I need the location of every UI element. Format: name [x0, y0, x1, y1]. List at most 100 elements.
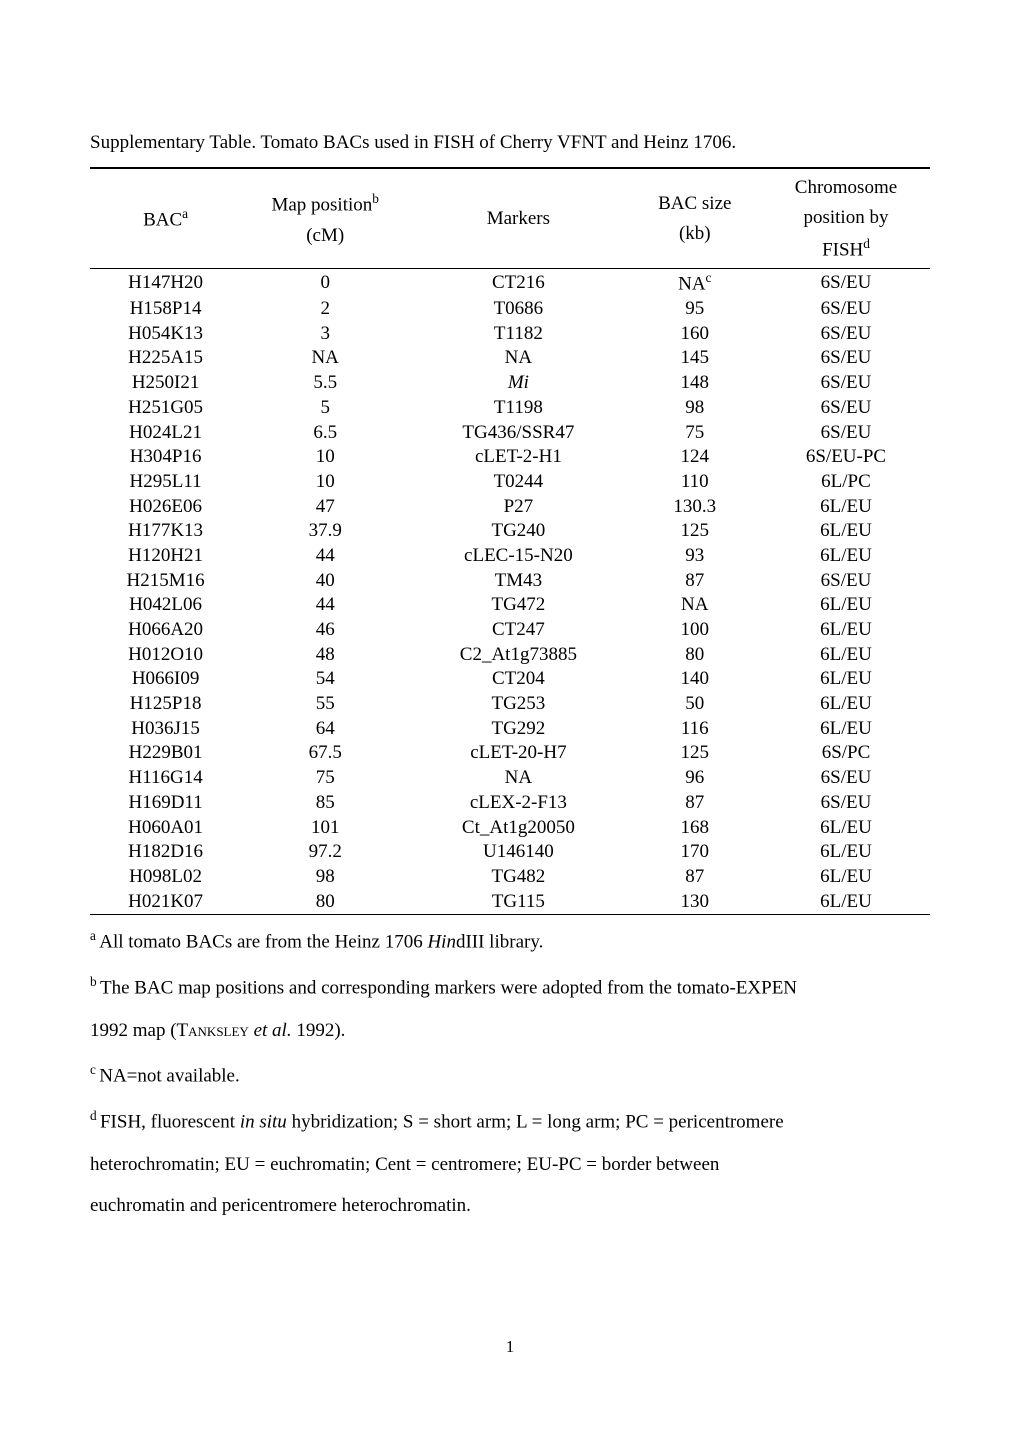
cell-map: 10 [241, 445, 409, 470]
cell-bac: H182D16 [90, 840, 241, 865]
cell-fish: 6L/EU [762, 840, 930, 865]
cell-bac: H012O10 [90, 643, 241, 668]
table-row: H295L1110T02441106L/PC [90, 470, 930, 495]
cell-fish: 6S/EU [762, 421, 930, 446]
cell-bac: H021K07 [90, 890, 241, 915]
cell-map: NA [241, 346, 409, 371]
cell-map: 2 [241, 297, 409, 322]
cell-map: 75 [241, 766, 409, 791]
cell-fish: 6S/EU [762, 766, 930, 791]
table-row: H182D1697.2U1461401706L/EU [90, 840, 930, 865]
cell-marker: U146140 [409, 840, 627, 865]
cell-size: 87 [628, 569, 762, 594]
cell-fish: 6L/EU [762, 618, 930, 643]
cell-size: 125 [628, 741, 762, 766]
cell-marker: CT247 [409, 618, 627, 643]
cell-marker: TG253 [409, 692, 627, 717]
cell-map: 3 [241, 322, 409, 347]
cell-fish: 6L/EU [762, 519, 930, 544]
col-header-map: Map positionb (cM) [241, 171, 409, 269]
cell-marker: cLET-2-H1 [409, 445, 627, 470]
cell-bac: H066I09 [90, 667, 241, 692]
table-row: H060A01101Ct_At1g200501686L/EU [90, 816, 930, 841]
cell-size: 130 [628, 890, 762, 915]
cell-map: 64 [241, 717, 409, 742]
cell-map: 101 [241, 816, 409, 841]
table-row: H066I0954CT2041406L/EU [90, 667, 930, 692]
cell-fish: 6L/EU [762, 816, 930, 841]
cell-map: 5.5 [241, 371, 409, 396]
cell-bac: H304P16 [90, 445, 241, 470]
cell-fish: 6L/EU [762, 593, 930, 618]
cell-fish: 6L/PC [762, 470, 930, 495]
cell-marker: cLET-20-H7 [409, 741, 627, 766]
cell-fish: 6L/EU [762, 667, 930, 692]
cell-map: 37.9 [241, 519, 409, 544]
cell-fish: 6S/PC [762, 741, 930, 766]
cell-size: 110 [628, 470, 762, 495]
cell-map: 85 [241, 791, 409, 816]
cell-marker: TM43 [409, 569, 627, 594]
cell-bac: H024L21 [90, 421, 241, 446]
cell-map: 55 [241, 692, 409, 717]
cell-bac: H177K13 [90, 519, 241, 544]
col-header-size: BAC size (kb) [628, 171, 762, 269]
cell-fish: 6S/EU [762, 269, 930, 298]
table-row: H116G1475NA966S/EU [90, 766, 930, 791]
cell-size: 87 [628, 865, 762, 890]
cell-bac: H251G05 [90, 396, 241, 421]
cell-marker: cLEC-15-N20 [409, 544, 627, 569]
page-number: 1 [90, 1337, 930, 1357]
cell-fish: 6L/EU [762, 717, 930, 742]
table-row: H026E0647P27130.36L/EU [90, 495, 930, 520]
cell-marker: TG115 [409, 890, 627, 915]
footnote-c: c NA=not available. [90, 1055, 930, 1097]
cell-fish: 6S/EU [762, 569, 930, 594]
cell-bac: H125P18 [90, 692, 241, 717]
cell-size: 160 [628, 322, 762, 347]
cell-size: 98 [628, 396, 762, 421]
cell-bac: H225A15 [90, 346, 241, 371]
cell-map: 40 [241, 569, 409, 594]
table-row: H024L216.5TG436/SSR47756S/EU [90, 421, 930, 446]
cell-fish: 6L/EU [762, 890, 930, 915]
cell-marker: Mi [409, 371, 627, 396]
cell-fish: 6S/EU [762, 322, 930, 347]
table-row: H036J1564TG2921166L/EU [90, 717, 930, 742]
cell-bac: H229B01 [90, 741, 241, 766]
cell-bac: H054K13 [90, 322, 241, 347]
cell-map: 44 [241, 544, 409, 569]
col-header-bac: BACa [90, 171, 241, 269]
cell-marker: Ct_At1g20050 [409, 816, 627, 841]
table-row: H250I215.5Mi1486S/EU [90, 371, 930, 396]
cell-bac: H215M16 [90, 569, 241, 594]
cell-size: 124 [628, 445, 762, 470]
cell-map: 46 [241, 618, 409, 643]
table-row: H042L0644TG472NA6L/EU [90, 593, 930, 618]
cell-marker: P27 [409, 495, 627, 520]
table-row: H021K0780TG1151306L/EU [90, 890, 930, 915]
cell-marker: CT204 [409, 667, 627, 692]
cell-size: NAc [628, 269, 762, 298]
cell-map: 0 [241, 269, 409, 298]
cell-size: 75 [628, 421, 762, 446]
cell-marker: TG292 [409, 717, 627, 742]
cell-size: 100 [628, 618, 762, 643]
cell-map: 44 [241, 593, 409, 618]
cell-size: 80 [628, 643, 762, 668]
cell-map: 97.2 [241, 840, 409, 865]
cell-bac: H158P14 [90, 297, 241, 322]
footnote-a: a All tomato BACs are from the Heinz 170… [90, 921, 930, 963]
cell-map: 5 [241, 396, 409, 421]
cell-map: 10 [241, 470, 409, 495]
cell-size: 168 [628, 816, 762, 841]
cell-size: 130.3 [628, 495, 762, 520]
table-row: H169D1185cLEX-2-F13876S/EU [90, 791, 930, 816]
cell-size: 96 [628, 766, 762, 791]
cell-bac: H036J15 [90, 717, 241, 742]
table-row: H147H200CT216NAc6S/EU [90, 269, 930, 298]
cell-fish: 6L/EU [762, 544, 930, 569]
cell-fish: 6L/EU [762, 692, 930, 717]
table-row: H304P1610cLET-2-H11246S/EU-PC [90, 445, 930, 470]
cell-bac: H116G14 [90, 766, 241, 791]
